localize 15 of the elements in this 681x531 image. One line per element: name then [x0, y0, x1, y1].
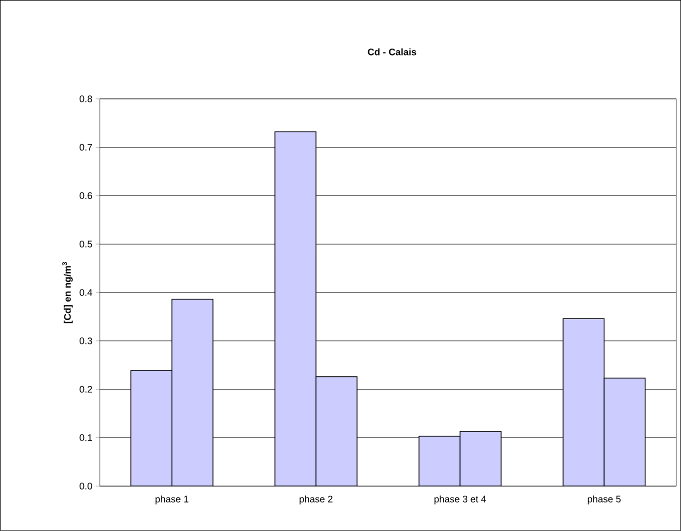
y-tick-label: 0.0 [80, 482, 92, 490]
y-tick-label: 0.1 [80, 434, 92, 442]
x-tick-label: phase 1 [156, 495, 188, 504]
y-tick-label: 0.4 [80, 289, 92, 296]
x-tick-label: phase 2 [300, 495, 332, 504]
y-tick-label: 0.5 [80, 240, 92, 248]
y-tick-label: 0.6 [80, 192, 92, 200]
y-tick-label: 0.2 [80, 386, 92, 393]
y-tick-label: 0.3 [80, 338, 92, 344]
x-tick-label: phase 5 [588, 495, 621, 504]
x-tick-label: phase 3 et 4 [434, 495, 486, 504]
y-tick-label: 0.7 [80, 144, 92, 151]
y-axis-title: [Cd] en ng/m$^{3}$ [62, 262, 73, 324]
y-tick-label: 0.8 [80, 96, 92, 102]
chart-title: Cd - Calais [368, 48, 416, 56]
